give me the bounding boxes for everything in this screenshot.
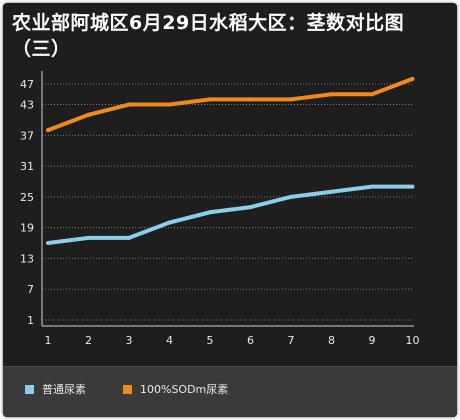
data-point[interactable]: [127, 102, 131, 107]
legend-label: 普通尿素: [42, 383, 86, 396]
x-tick-labels: 1 2 3 4 5 6 7 8 9 10: [45, 334, 420, 347]
data-point[interactable]: [248, 205, 253, 210]
y-tick-label: 13: [20, 252, 34, 265]
legend: 普通尿素 100%SODm尿素: [3, 366, 457, 417]
y-tick-label: 31: [20, 160, 34, 173]
data-point[interactable]: [86, 112, 91, 117]
y-tick-label: 37: [20, 129, 34, 142]
gridlines: [42, 83, 414, 321]
data-point[interactable]: [208, 210, 212, 215]
series-lines: [46, 76, 415, 246]
x-tick-label: 6: [247, 334, 254, 347]
x-tick-label: 4: [166, 334, 173, 347]
legend-item-series-2[interactable]: 100%SODm尿素: [123, 381, 228, 397]
data-point[interactable]: [46, 128, 50, 133]
data-point[interactable]: [208, 97, 212, 102]
data-point[interactable]: [167, 220, 172, 225]
y-tick-label: 47: [20, 78, 34, 91]
y-tick-label: 7: [27, 283, 34, 296]
x-tick-label: 7: [288, 334, 295, 347]
legend-item-series-1[interactable]: 普通尿素: [25, 381, 86, 397]
y-tick-label: 19: [20, 222, 34, 235]
data-point[interactable]: [410, 184, 415, 189]
x-tick-label: 3: [126, 334, 133, 347]
legend-swatch: [123, 384, 132, 394]
series-line-1[interactable]: [47, 184, 413, 246]
data-point[interactable]: [329, 92, 334, 97]
y-tick-label: 25: [20, 191, 34, 204]
data-point[interactable]: [248, 97, 253, 102]
data-point[interactable]: [127, 235, 131, 240]
x-tick-label: 10: [406, 334, 420, 347]
series-line-2[interactable]: [47, 77, 414, 133]
x-tick-label: 1: [45, 334, 52, 347]
y-tick-labels: 1 7 13 19 25 31 37 43 47: [20, 78, 34, 327]
legend-swatch: [25, 384, 34, 394]
data-point[interactable]: [167, 102, 172, 107]
data-point[interactable]: [289, 97, 293, 102]
data-point[interactable]: [370, 92, 374, 97]
data-point[interactable]: [289, 194, 293, 199]
y-tick-label: 43: [20, 99, 34, 112]
data-point[interactable]: [86, 235, 91, 240]
x-tick-label: 5: [207, 334, 214, 347]
data-point[interactable]: [410, 76, 415, 81]
chart-title: 农业部阿城区6月29日水稻大区：茎数对比图（三）: [12, 12, 405, 60]
legend-label: 100%SODm尿素: [140, 383, 229, 396]
x-tick-label: 8: [328, 334, 335, 347]
data-point[interactable]: [370, 184, 374, 189]
x-tick-label: 2: [85, 334, 92, 347]
y-tick-label: 1: [27, 314, 34, 327]
x-tick-label: 9: [369, 334, 376, 347]
data-point[interactable]: [329, 189, 334, 194]
data-point[interactable]: [46, 241, 50, 246]
